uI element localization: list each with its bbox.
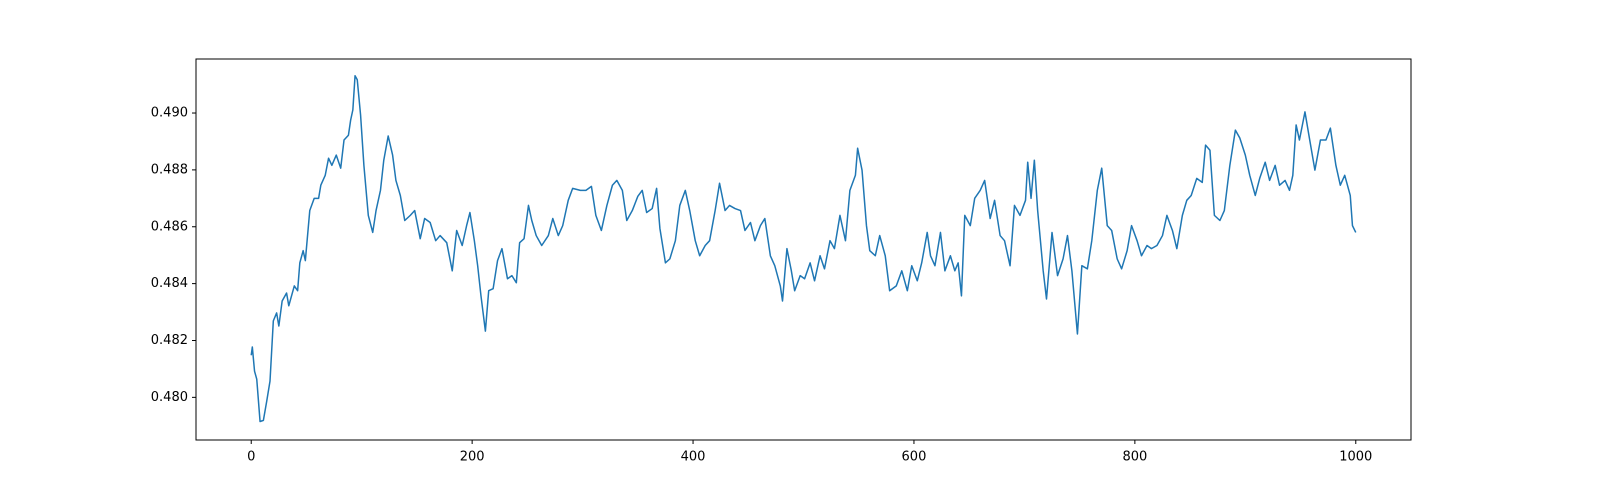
data-line	[250, 75, 1357, 423]
x-tick-label: 200	[460, 450, 485, 465]
x-tick-label: 1000	[1339, 450, 1372, 465]
y-tick-label: 0.490	[151, 106, 188, 121]
axes-frame	[195, 58, 1412, 441]
y-tick-label: 0.480	[151, 390, 188, 405]
y-tick-label: 0.488	[151, 162, 188, 177]
x-tick-label: 0	[247, 450, 255, 465]
x-tick-label: 600	[902, 450, 927, 465]
x-tick-label: 400	[681, 450, 706, 465]
y-tick-label: 0.482	[151, 333, 188, 348]
y-tick-label: 0.484	[151, 276, 188, 291]
x-tick-label: 800	[1122, 450, 1147, 465]
y-tick-label: 0.486	[151, 219, 188, 234]
